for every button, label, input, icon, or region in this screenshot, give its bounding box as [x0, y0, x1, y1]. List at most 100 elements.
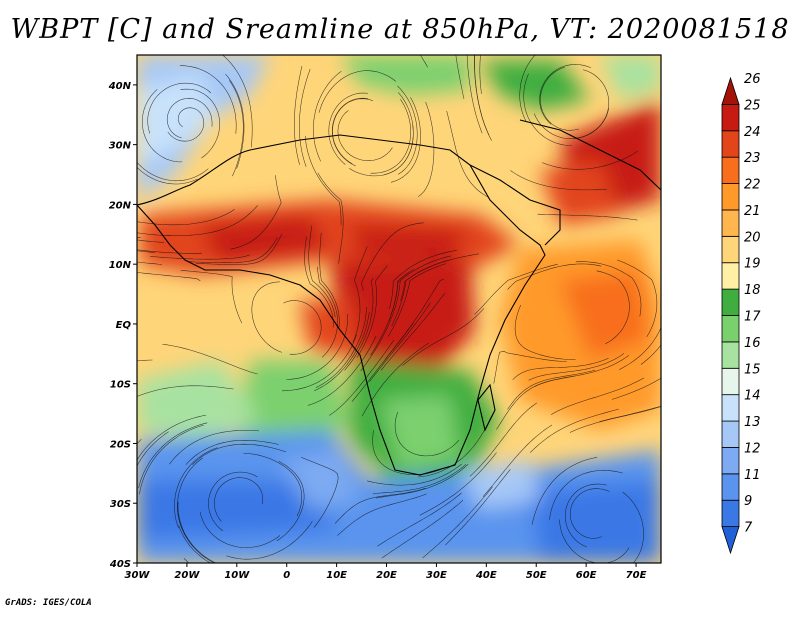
lat-tick-label: 40S [109, 559, 131, 570]
streamline [528, 353, 625, 381]
hot-central [330, 260, 475, 380]
streamline [337, 110, 393, 161]
streamline [294, 65, 303, 165]
streamline [230, 175, 282, 250]
lon-tick-label: 60E [576, 570, 597, 581]
colorbar-swatch [721, 156, 740, 184]
colorbar-swatch [721, 183, 740, 211]
colorbar-label: 19 [744, 257, 761, 272]
streamline [446, 110, 490, 198]
streamline [575, 261, 642, 317]
latitude-axis: 40N 30N 20N 10N EQ 10S 20S 30S 40S [108, 81, 137, 570]
lat-tick-label: 20S [110, 439, 131, 450]
colorbar-label: 12 [744, 441, 761, 456]
lat-tick-label: 30S [110, 499, 131, 510]
streamline [377, 492, 462, 547]
streamline [482, 424, 553, 497]
colorbar-swatch [721, 103, 740, 132]
streamline [366, 463, 462, 486]
streamline [137, 261, 163, 265]
streamline [507, 263, 602, 290]
streamline [549, 470, 623, 520]
streamline [361, 222, 424, 292]
streamline [229, 80, 244, 177]
colorbar-swatch [721, 262, 740, 290]
streamline [388, 263, 446, 337]
streamline [307, 335, 377, 406]
streamline [619, 326, 661, 370]
lat-tick-label: 30N [109, 141, 132, 152]
streamline [139, 424, 204, 495]
colorbar-swatch [721, 315, 740, 343]
colorbar-label: 9 [744, 494, 752, 509]
lon-tick-label: 10W [224, 570, 250, 581]
streamline [370, 99, 411, 174]
streamline [523, 73, 573, 146]
streamline [507, 369, 596, 410]
streamline [185, 440, 279, 465]
map-frame [136, 54, 662, 564]
streamline [422, 486, 493, 559]
streamline [493, 350, 567, 384]
streamline [389, 249, 457, 309]
streamline [537, 213, 638, 221]
streamline [167, 107, 205, 142]
streamline [496, 375, 575, 430]
streamline [418, 415, 492, 478]
colorbar-label: 14 [744, 389, 761, 404]
streamline [402, 308, 485, 366]
streamline [137, 272, 201, 281]
longitude-axis: 30W 20W 10W 0 10E 20E 30E 40E 50E 60E 70E [125, 563, 647, 581]
streamline [510, 170, 607, 191]
lat-tick-label: 10S [110, 380, 131, 391]
colorbar-label: 21 [744, 204, 761, 219]
streamline [622, 491, 644, 563]
streamline [570, 488, 610, 539]
streamline [376, 463, 469, 499]
streamline [137, 385, 234, 397]
streamline [512, 357, 609, 380]
streamline [328, 92, 368, 165]
streamline [142, 89, 183, 163]
arabia-coast [469, 164, 561, 246]
streamline [177, 501, 217, 563]
colorbar-label: 20 [744, 230, 761, 245]
streamline [304, 135, 342, 226]
colorbar-label: 17 [744, 310, 761, 325]
colorbar-label: 25 [744, 98, 761, 113]
streamline [276, 461, 305, 542]
streamline [418, 101, 435, 197]
lon-tick-label: 30W [125, 570, 151, 581]
streamline [344, 278, 374, 371]
streamline [349, 124, 414, 177]
streamline [445, 469, 511, 546]
streamline [177, 502, 215, 563]
streamline [137, 237, 141, 239]
lon-tick-label: 50E [526, 570, 547, 581]
streamline [195, 234, 282, 265]
streamline [314, 312, 370, 392]
colorbar-swatch [721, 447, 740, 475]
streamline [400, 253, 479, 302]
colorbar-label: 24 [744, 125, 761, 140]
streamline [596, 270, 630, 345]
streamline [208, 471, 258, 532]
streamline [313, 70, 342, 162]
colorbar-swatch [721, 499, 740, 528]
lon-tick-label: 40E [475, 570, 497, 581]
streamline [304, 236, 334, 328]
streamline [180, 270, 243, 324]
colorbar-label: 16 [744, 336, 761, 351]
lon-tick-label: 10E [326, 570, 347, 581]
colorbar-label: 13 [744, 415, 761, 430]
streamline [162, 343, 258, 375]
streamline [174, 447, 218, 529]
map-title: WBPT [C] and Sreamline at 850hPa, VT: 20… [10, 14, 790, 45]
streamlines [137, 55, 661, 563]
streamline [369, 302, 431, 382]
streamline [381, 499, 464, 559]
streamline [282, 334, 357, 392]
streamline [466, 55, 483, 134]
colorbar-label: 18 [744, 283, 761, 298]
colorbar: 7 9 11 12 13 14 15 16 17 18 19 20 21 22 23 24 25 26 [721, 72, 761, 555]
